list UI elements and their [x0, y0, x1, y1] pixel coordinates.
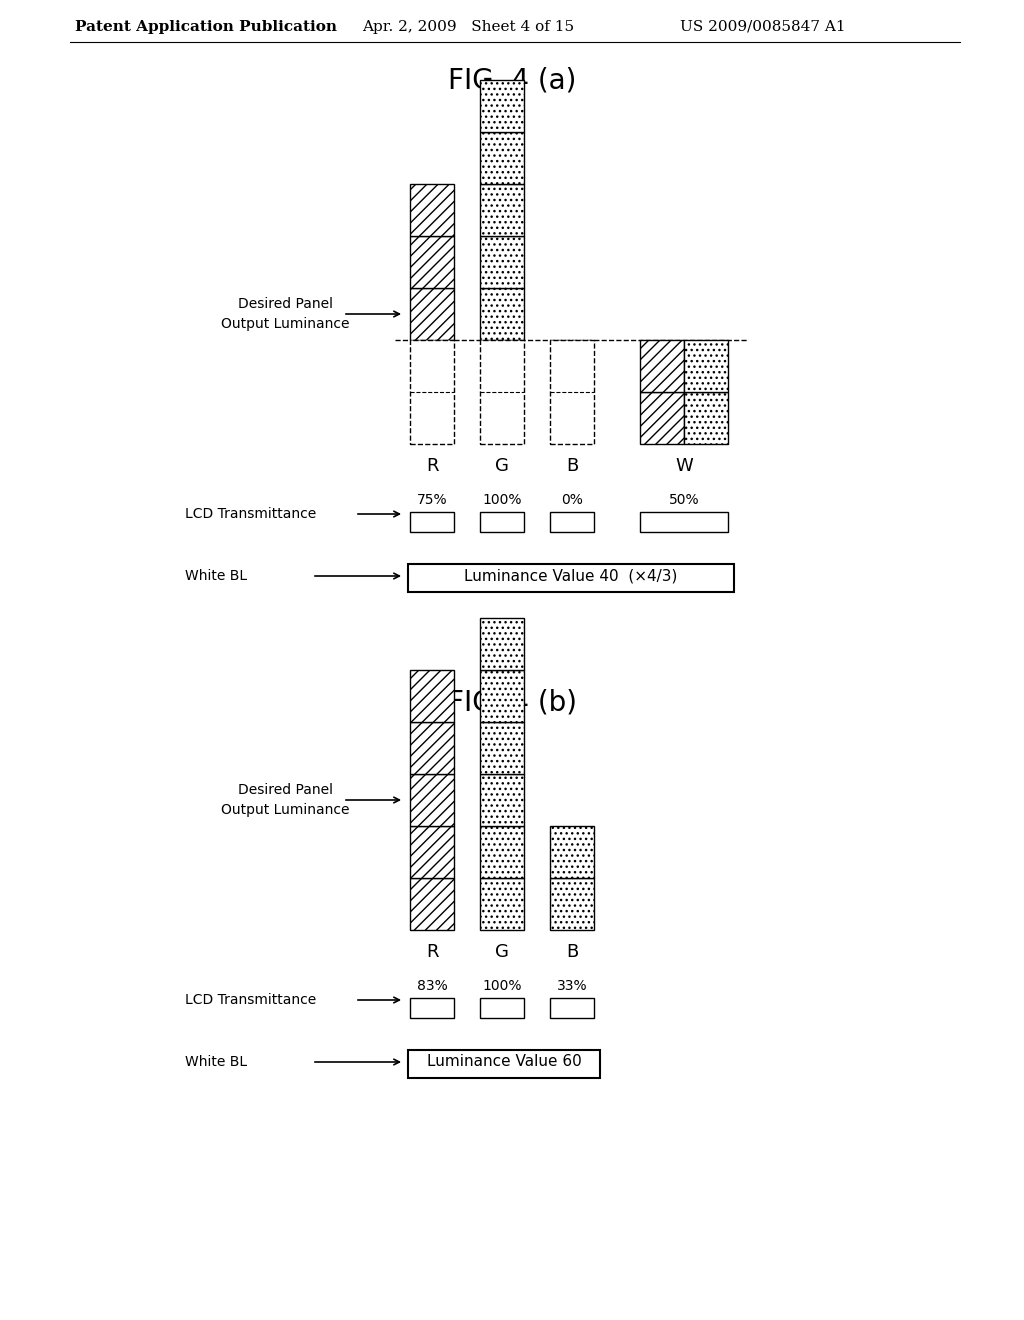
Bar	[480, 183, 524, 236]
Bar	[480, 288, 524, 341]
Text: Luminance Value 40  (×4/3): Luminance Value 40 (×4/3)	[464, 569, 678, 583]
Text: LCD Transmittance: LCD Transmittance	[185, 993, 316, 1007]
Bar	[410, 183, 454, 236]
Text: 0%: 0%	[561, 492, 583, 507]
Bar	[410, 878, 454, 931]
Text: Apr. 2, 2009   Sheet 4 of 15: Apr. 2, 2009 Sheet 4 of 15	[362, 20, 574, 34]
Bar	[410, 341, 454, 444]
Bar	[410, 774, 454, 826]
Text: White BL: White BL	[185, 1055, 247, 1069]
Text: B: B	[566, 457, 579, 475]
Text: Patent Application Publication: Patent Application Publication	[75, 20, 337, 34]
Bar	[480, 132, 524, 183]
Bar	[684, 392, 728, 444]
Bar	[480, 512, 524, 532]
Bar	[410, 671, 454, 722]
Text: G: G	[495, 457, 509, 475]
Bar	[408, 1049, 600, 1078]
Text: Output Luminance: Output Luminance	[221, 317, 349, 331]
Text: FIG. 4 (b): FIG. 4 (b)	[447, 688, 577, 715]
Bar	[410, 998, 454, 1018]
Bar	[410, 722, 454, 774]
Text: G: G	[495, 942, 509, 961]
Text: 33%: 33%	[557, 979, 588, 993]
Bar	[410, 288, 454, 341]
Bar	[640, 512, 728, 532]
Bar	[410, 512, 454, 532]
Text: Desired Panel: Desired Panel	[238, 297, 333, 312]
Bar	[480, 774, 524, 826]
Bar	[550, 341, 594, 444]
Bar	[480, 998, 524, 1018]
Bar	[480, 81, 524, 132]
Text: White BL: White BL	[185, 569, 247, 583]
Bar	[480, 236, 524, 288]
Bar	[640, 392, 684, 444]
Text: 100%: 100%	[482, 979, 522, 993]
Text: Desired Panel: Desired Panel	[238, 783, 333, 797]
Text: 83%: 83%	[417, 979, 447, 993]
Bar	[480, 341, 524, 444]
Bar	[480, 878, 524, 931]
Bar	[408, 564, 734, 591]
Bar	[410, 826, 454, 878]
Bar	[480, 826, 524, 878]
Text: FIG. 4 (a): FIG. 4 (a)	[447, 66, 577, 94]
Text: Luminance Value 60: Luminance Value 60	[427, 1055, 582, 1069]
Text: US 2009/0085847 A1: US 2009/0085847 A1	[680, 20, 846, 34]
Bar	[410, 236, 454, 288]
Text: 100%: 100%	[482, 492, 522, 507]
Text: LCD Transmittance: LCD Transmittance	[185, 507, 316, 521]
Text: W: W	[675, 457, 693, 475]
Bar	[480, 722, 524, 774]
Bar	[550, 878, 594, 931]
Bar	[640, 341, 684, 392]
Bar	[480, 671, 524, 722]
Bar	[684, 341, 728, 392]
Text: Output Luminance: Output Luminance	[221, 803, 349, 817]
Text: 75%: 75%	[417, 492, 447, 507]
Text: B: B	[566, 942, 579, 961]
Bar	[550, 998, 594, 1018]
Text: R: R	[426, 942, 438, 961]
Text: 50%: 50%	[669, 492, 699, 507]
Bar	[550, 512, 594, 532]
Bar	[480, 618, 524, 671]
Text: R: R	[426, 457, 438, 475]
Bar	[550, 826, 594, 878]
